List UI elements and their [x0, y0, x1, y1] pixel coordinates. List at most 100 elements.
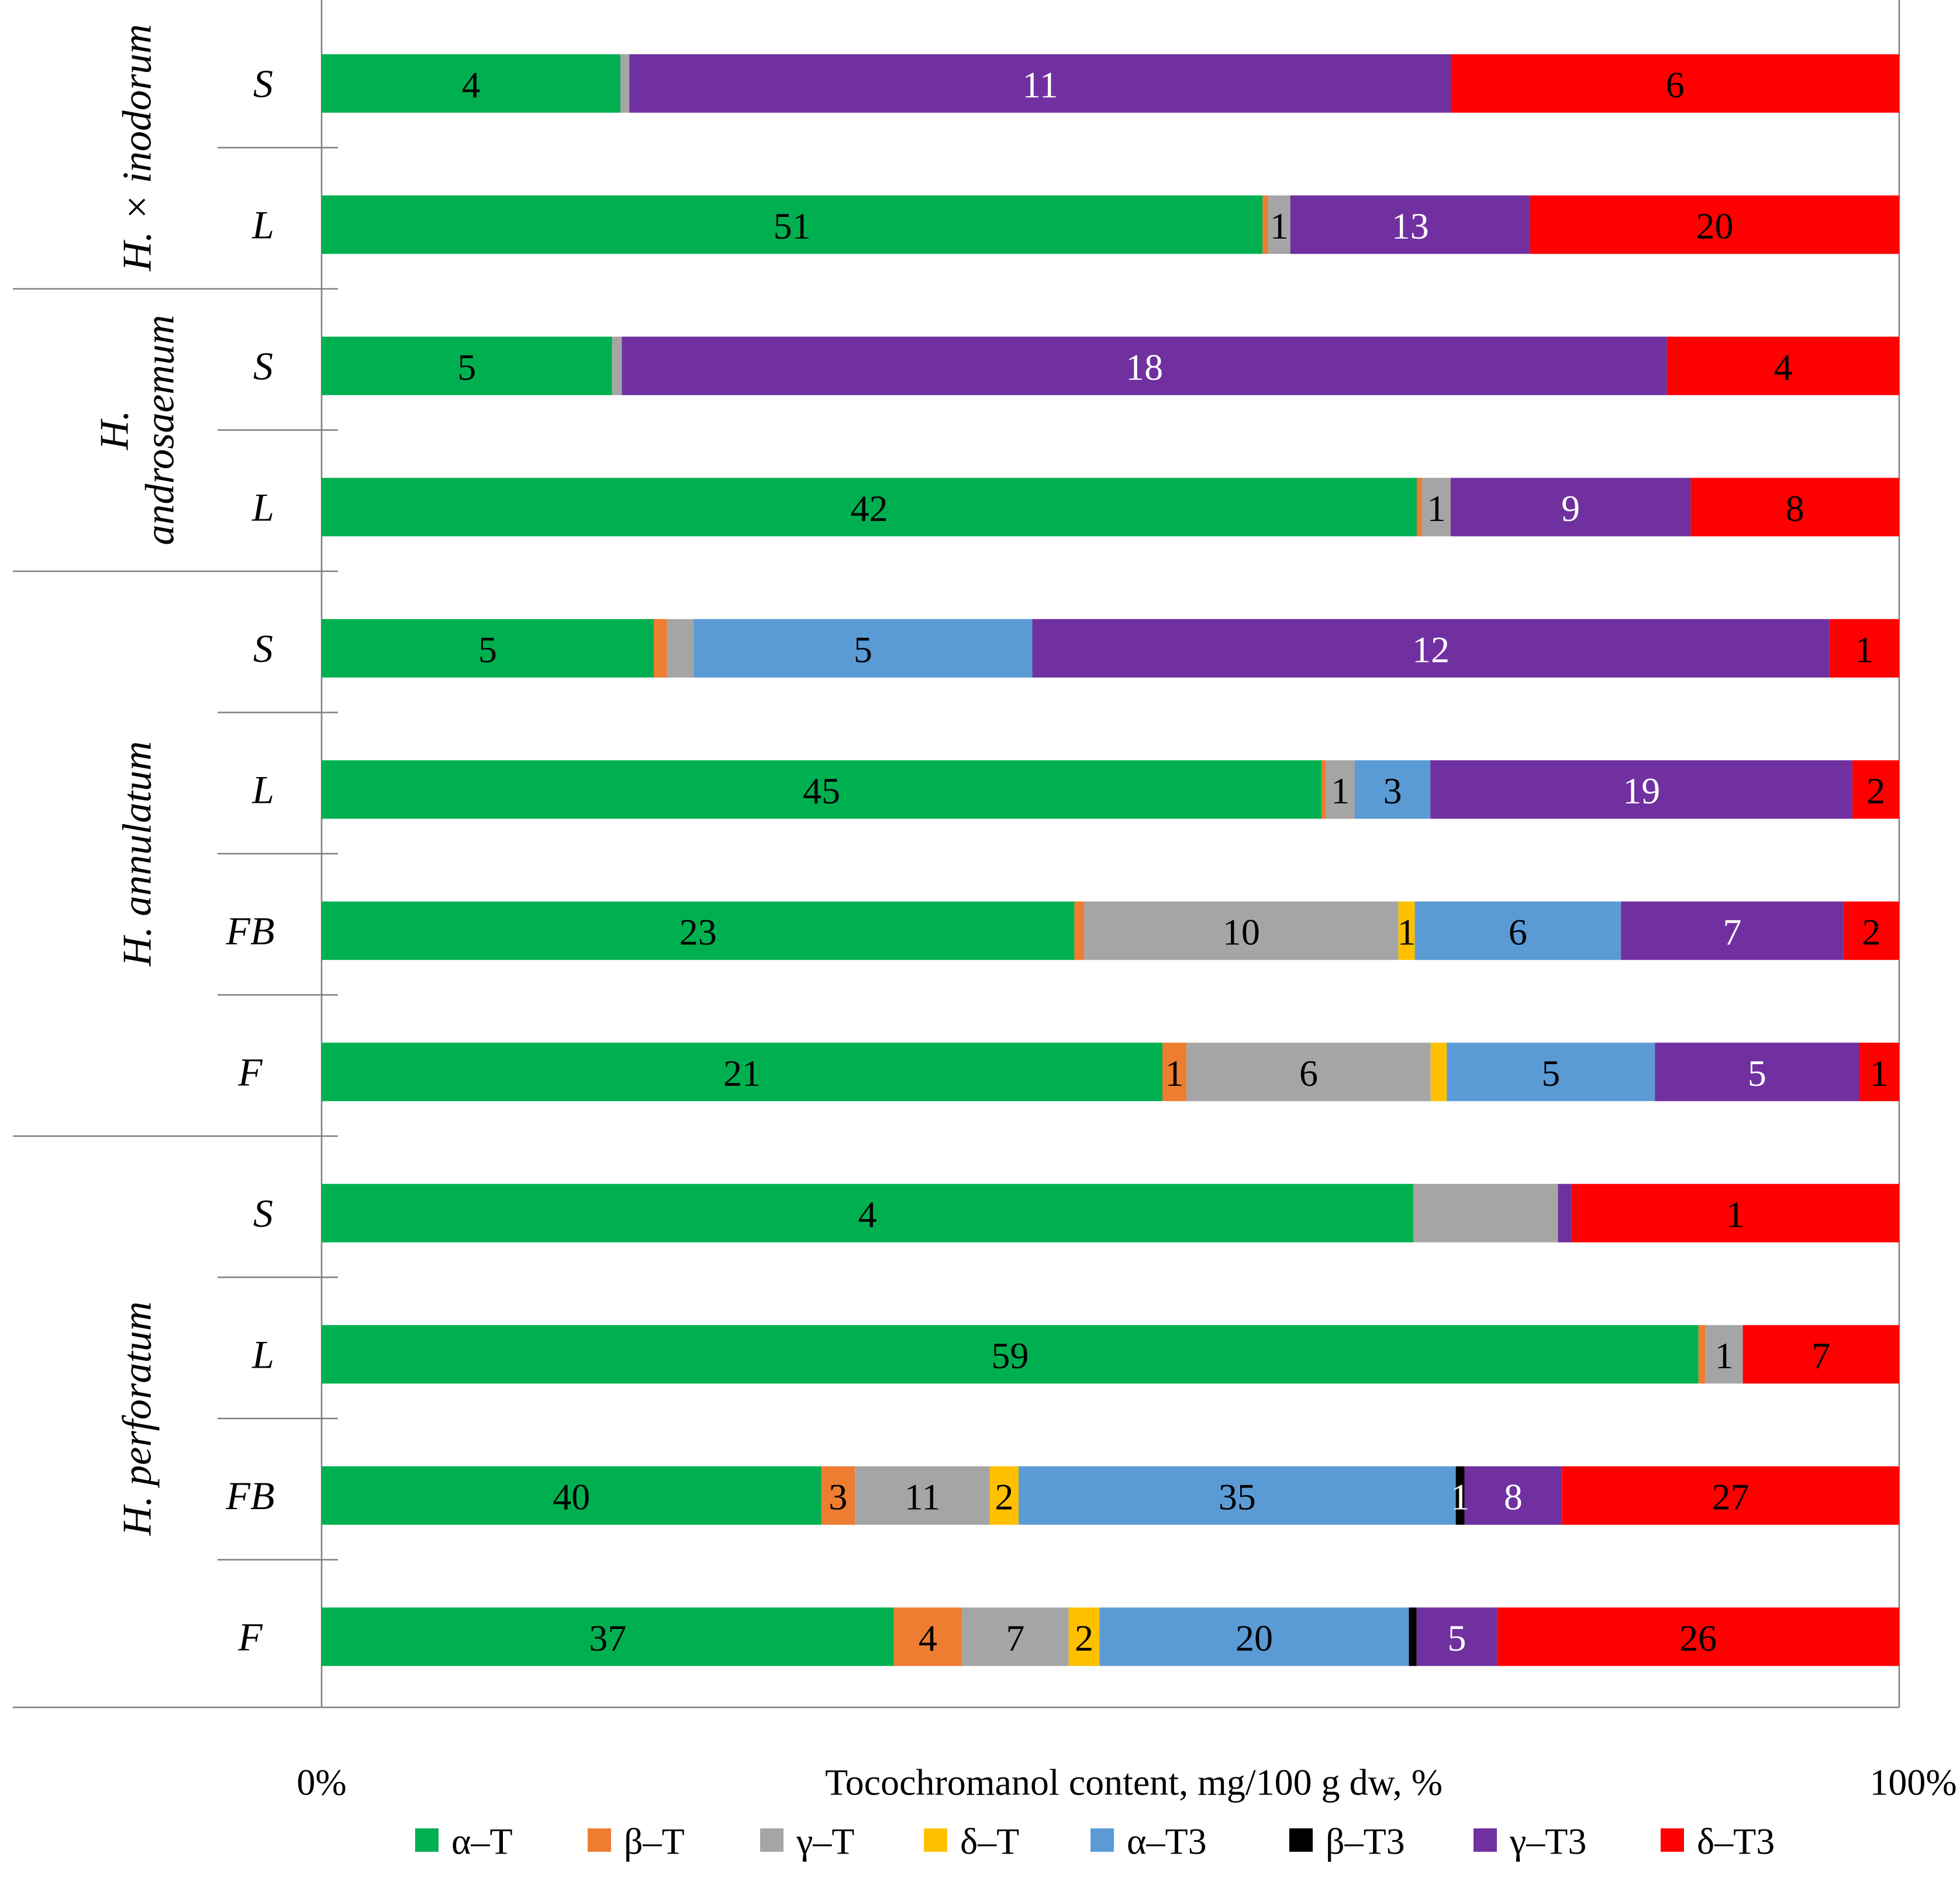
bar-segment [1326, 760, 1355, 819]
legend-swatch [415, 1828, 439, 1852]
data-label: 21 [723, 1052, 761, 1094]
x-axis-title: Tocochromanol content, mg/100 g dw, % [825, 1762, 1443, 1803]
species-label: H. [92, 410, 137, 450]
bar-layer [322, 54, 1899, 1666]
data-label: 8 [1504, 1476, 1523, 1517]
legend-label: β–T3 [1326, 1821, 1405, 1862]
data-label: 1 [1397, 911, 1416, 952]
row-label-l: L [251, 485, 274, 529]
bar-segment [1829, 619, 1899, 678]
data-label: 4 [858, 1193, 877, 1235]
data-label: 3 [1383, 770, 1402, 812]
data-label: 8 [1786, 488, 1804, 529]
bar-segment [1430, 1043, 1447, 1102]
legend-swatch [1474, 1828, 1497, 1852]
row-label-fb: FB [225, 909, 274, 953]
bar-segment [1562, 1466, 1899, 1525]
bar-segment [1558, 1183, 1572, 1243]
x-tick-label: 0% [296, 1762, 346, 1803]
bar-segment [989, 1466, 1019, 1525]
bar-segment [1162, 1043, 1187, 1102]
bar-segment [1666, 336, 1899, 395]
bar-segment [1186, 1043, 1431, 1102]
data-label: 4 [919, 1617, 937, 1659]
legend-label: γ–T3 [1509, 1821, 1586, 1862]
bar-segment [1742, 1325, 1899, 1384]
data-label: 18 [1126, 346, 1163, 388]
row-label-s: S [253, 61, 273, 106]
bar-segment [1413, 1183, 1558, 1243]
species-label: androsaemum [138, 315, 183, 545]
bar-segment [821, 1466, 855, 1525]
row-label-fb: FB [225, 1473, 274, 1518]
data-label: 7 [1811, 1335, 1830, 1376]
row-label-s: S [253, 626, 273, 671]
bar-segment [322, 760, 1321, 819]
bar-segment [1018, 1466, 1456, 1525]
bar-segment [612, 336, 622, 395]
data-label: 2 [1075, 1617, 1093, 1659]
axis-layer: S L S L S L FB F S L FB F H. × inodorum H. androsaemum… [92, 24, 1957, 1803]
legend-swatch [588, 1828, 611, 1852]
legend-label: δ–T [960, 1821, 1019, 1862]
legend-swatch [1091, 1828, 1114, 1852]
row-label-f: F [237, 1614, 263, 1659]
data-label: 1 [1451, 1476, 1469, 1517]
row-label-l: L [251, 1332, 274, 1376]
data-label: 2 [1866, 770, 1885, 812]
bar-segment [1621, 901, 1844, 960]
row-label-l: L [251, 202, 274, 247]
legend-label: γ–T [796, 1821, 854, 1862]
bar-segment [1497, 1607, 1899, 1666]
data-label: 20 [1236, 1617, 1273, 1659]
data-label: 2 [1862, 911, 1880, 952]
bar-segment [322, 1466, 822, 1525]
bar-segment [1032, 619, 1830, 678]
data-label: 45 [803, 770, 840, 812]
bar-segment [1655, 1043, 1859, 1102]
label-layer: 4 11 651 1 13 205 18 442 1 9 85 5 12 145 1 3 19 223 10 1 6 7 2… [457, 64, 1889, 1659]
data-label: 1 [1427, 488, 1445, 529]
bar-segment [1451, 54, 1899, 113]
data-label: 1 [1870, 1052, 1889, 1094]
data-label: 6 [1666, 64, 1685, 105]
bar-segment [1447, 1043, 1655, 1102]
bar-segment [1430, 760, 1853, 819]
bar-segment [322, 1183, 1414, 1243]
bar-segment [322, 1043, 1163, 1102]
bar-segment [1843, 901, 1899, 960]
data-label: 1 [1715, 1335, 1734, 1376]
bar-segment [1398, 901, 1415, 960]
bar-segment [855, 1466, 990, 1525]
data-label: 23 [679, 911, 717, 952]
bar-segment [1068, 1607, 1100, 1666]
data-label: 5 [457, 346, 476, 388]
data-label: 27 [1712, 1476, 1749, 1517]
bar-segment [1571, 1183, 1899, 1243]
bar-segment [322, 1325, 1699, 1384]
data-label: 5 [854, 629, 872, 670]
data-label: 4 [1773, 346, 1792, 388]
data-label: 7 [1006, 1617, 1024, 1659]
data-label: 19 [1623, 770, 1660, 812]
bar-segment [1355, 760, 1431, 819]
bar-segment [622, 336, 1667, 395]
bar-segment [1530, 195, 1899, 254]
bar-segment [1464, 1466, 1562, 1525]
bar-segment [1705, 1325, 1743, 1384]
legend-swatch [760, 1828, 784, 1852]
data-label: 40 [553, 1476, 590, 1517]
species-label: H. perforatum [115, 1302, 160, 1537]
data-label: 20 [1696, 205, 1733, 247]
data-label: 59 [991, 1335, 1029, 1376]
bar-segment [1852, 760, 1899, 819]
data-label: 13 [1392, 205, 1429, 247]
legend-label: α–T3 [1127, 1821, 1207, 1862]
bar-segment [322, 1607, 894, 1666]
bar-segment [1262, 195, 1268, 254]
legend-label: α–T [451, 1821, 513, 1862]
data-label: 3 [829, 1476, 847, 1517]
legend-swatch [924, 1828, 947, 1852]
data-label: 6 [1299, 1052, 1318, 1094]
species-label: H. annulatum [115, 741, 160, 967]
